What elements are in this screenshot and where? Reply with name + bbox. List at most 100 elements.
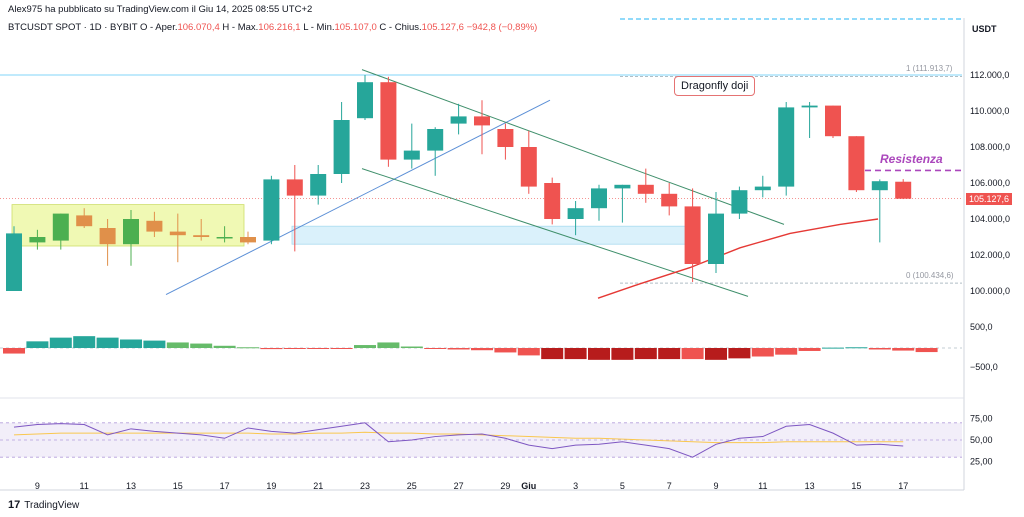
- time-tick-label: 21: [313, 481, 323, 491]
- time-tick-label: 5: [620, 481, 625, 491]
- volume-bar: [447, 348, 470, 350]
- volume-bar: [541, 348, 564, 360]
- time-tick-label: 15: [173, 481, 183, 491]
- candle-body: [333, 120, 350, 174]
- volume-bar: [190, 343, 213, 348]
- candle-body: [169, 231, 186, 236]
- volume-bar: [260, 348, 283, 350]
- candle-body: [263, 179, 280, 241]
- candle-body: [567, 208, 584, 219]
- price-tick-label: 106.000,0: [970, 178, 1010, 188]
- candle-body: [6, 233, 22, 291]
- volume-bar: [213, 345, 236, 348]
- volume-bar: [377, 342, 400, 348]
- ascending-trendline: [165, 99, 551, 296]
- price-tick-label: 102.000,0: [970, 250, 1010, 260]
- time-tick-label: 13: [805, 481, 815, 491]
- price-tick-label: 110.000,0: [970, 106, 1009, 116]
- volume-bar: [237, 347, 259, 349]
- channel-upper-line: [361, 69, 785, 225]
- candle-body: [848, 136, 865, 191]
- rsi-tick-label: 50,00: [970, 435, 993, 445]
- time-tick-label: 29: [500, 481, 510, 491]
- rsi-ma-line: [13, 431, 904, 444]
- volume-bar: [611, 348, 634, 360]
- volume-bar: [588, 348, 610, 360]
- time-tick-label: 3: [573, 481, 578, 491]
- candle-body: [871, 181, 888, 191]
- tradingview-logo-icon: 17: [8, 499, 21, 511]
- open-value: 106.070,4: [177, 22, 220, 33]
- time-tick-label: 7: [667, 481, 672, 491]
- time-tick-label: 9: [35, 481, 40, 491]
- candle-body: [240, 237, 256, 243]
- candle-body: [193, 235, 210, 237]
- volume-bar: [892, 348, 915, 351]
- time-tick-label: 9: [713, 481, 718, 491]
- price-tick-label: 104.000,0: [970, 214, 1010, 224]
- candle-body: [661, 193, 678, 207]
- candle-body: [403, 150, 420, 160]
- channel-lower-line: [361, 168, 749, 297]
- currency-label: USDT: [972, 24, 997, 34]
- open-label: O - Aper.: [139, 22, 178, 33]
- candle-body: [286, 179, 303, 196]
- volume-bar: [73, 336, 96, 348]
- ohlc-line: BTCUSDT SPOT · 1D · BYBIT O - Aper.106.0…: [8, 22, 537, 33]
- fib-top-label: 1 (111.913,7): [906, 64, 953, 73]
- volume-bar: [49, 337, 72, 348]
- candle-body: [450, 116, 467, 124]
- candle-body: [427, 129, 444, 151]
- low-label: L - Min.: [303, 22, 335, 33]
- price-tick-label: 108.000,0: [970, 142, 1010, 152]
- time-tick-label: 25: [407, 481, 417, 491]
- volume-bar: [307, 348, 330, 349]
- close-label: C - Chius.: [379, 22, 422, 33]
- volume-bar: [751, 348, 774, 357]
- volume-bar: [822, 347, 844, 349]
- rsi-tick-label: 25,00: [970, 457, 993, 467]
- tradingview-brand[interactable]: 17 TradingView: [8, 499, 79, 511]
- time-tick-label: 19: [266, 481, 276, 491]
- volume-bar: [330, 348, 353, 349]
- volume-bar: [3, 348, 25, 354]
- candle-body: [684, 206, 701, 264]
- time-tick-label: 27: [454, 481, 464, 491]
- volume-bar: [400, 346, 423, 348]
- candle-body: [380, 82, 397, 160]
- volume-bar: [798, 348, 821, 351]
- volume-bar: [120, 339, 142, 348]
- close-value: 105.127,6: [421, 22, 464, 33]
- time-tick-label: 17: [220, 481, 230, 491]
- volume-bar: [143, 340, 166, 348]
- volume-tick-label: 500,0: [970, 322, 993, 332]
- volume-bar: [634, 348, 657, 360]
- candle-body: [591, 188, 607, 209]
- time-tick-label: 11: [758, 481, 767, 491]
- volume-bar: [96, 337, 119, 348]
- candle-body: [731, 190, 748, 214]
- candle-body: [146, 220, 163, 232]
- volume-bar: [494, 348, 517, 353]
- volume-bar: [471, 348, 493, 351]
- candle-body: [216, 237, 233, 239]
- symbol-label: BTCUSDT SPOT · 1D · BYBIT: [8, 22, 138, 33]
- candle-body: [825, 105, 841, 137]
- time-tick-label: 13: [126, 481, 136, 491]
- support-zone: [291, 225, 691, 245]
- volume-bar: [354, 345, 376, 348]
- volume-bar: [658, 348, 681, 360]
- candle-body: [497, 129, 514, 147]
- candle-body: [29, 237, 46, 243]
- candle-body: [520, 147, 537, 187]
- dragonfly-doji-callout[interactable]: Dragonfly doji: [674, 76, 756, 96]
- time-tick-label: Giu: [521, 481, 536, 491]
- candle-body: [801, 105, 818, 108]
- candle-body: [99, 228, 116, 245]
- candle-body: [778, 107, 795, 187]
- price-tick-label: 100.000,0: [970, 286, 1010, 296]
- volume-bar: [868, 348, 891, 350]
- publisher-line: Alex975 ha pubblicato su TradingView.com…: [8, 4, 313, 15]
- time-tick-label: 23: [360, 481, 370, 491]
